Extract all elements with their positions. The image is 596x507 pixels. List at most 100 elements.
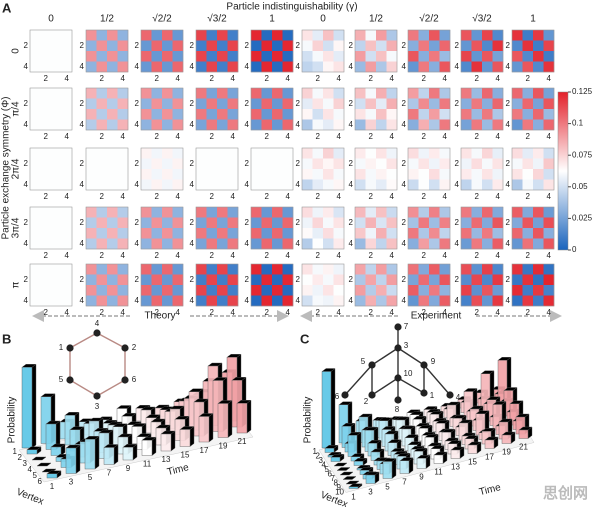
heat-cell bbox=[408, 207, 419, 218]
heatmap-frame bbox=[250, 206, 294, 250]
heat-cell bbox=[117, 207, 129, 218]
heat-cell bbox=[461, 40, 472, 52]
heat-cell bbox=[282, 274, 294, 286]
y-tick-label: 4 bbox=[135, 239, 140, 248]
heat-cell bbox=[172, 228, 184, 239]
heat-cell bbox=[96, 40, 108, 52]
heat-cell bbox=[533, 51, 544, 62]
x-tick-label: 9 bbox=[419, 473, 424, 482]
heat-cell bbox=[439, 285, 451, 296]
heat-cell bbox=[40, 148, 52, 159]
bar-top bbox=[36, 462, 52, 467]
graph-node bbox=[368, 361, 376, 369]
heat-cell bbox=[217, 217, 228, 229]
heat-cell bbox=[61, 228, 73, 239]
heat-cell bbox=[51, 238, 62, 250]
heat-cell bbox=[86, 169, 97, 180]
heatmap: 2 2 4 4 bbox=[24, 206, 73, 260]
heat-cell bbox=[512, 179, 523, 191]
heatmap: 2 2 4 4 bbox=[80, 29, 129, 83]
heat-cell bbox=[312, 61, 324, 73]
y-tick-label: 4 bbox=[402, 120, 407, 129]
heat-cell bbox=[96, 238, 108, 250]
heat-cell bbox=[117, 179, 129, 191]
heat-cell bbox=[251, 295, 262, 307]
heat-cell bbox=[217, 274, 228, 286]
heat-cell bbox=[522, 98, 534, 110]
heat-cell bbox=[543, 40, 555, 52]
heat-cell bbox=[533, 228, 544, 239]
y-tick-label: 4 bbox=[455, 120, 460, 129]
bar-side bbox=[170, 430, 176, 452]
heatmap-frame bbox=[301, 263, 345, 307]
heat-cell bbox=[86, 295, 97, 307]
heat-cell bbox=[261, 228, 273, 239]
heat-cell bbox=[141, 295, 152, 307]
y-tick-label: 2 bbox=[24, 41, 29, 50]
heat-cell bbox=[522, 179, 534, 191]
heatmap: 2 2 4 4 bbox=[135, 147, 184, 201]
x-tick-label: 4 bbox=[121, 74, 126, 83]
heat-cell bbox=[312, 274, 324, 286]
x-tick-label: 4 bbox=[496, 192, 501, 201]
bar-top bbox=[31, 456, 47, 461]
y-tick-label: 2 bbox=[349, 275, 354, 284]
heat-cell bbox=[61, 98, 73, 110]
heat-cell bbox=[471, 61, 483, 73]
heatmap-frame bbox=[460, 29, 504, 73]
heat-cell bbox=[355, 61, 366, 73]
heatmap: 2 2 4 4 bbox=[24, 87, 73, 141]
heat-cell bbox=[30, 148, 41, 159]
bar bbox=[365, 471, 380, 484]
heat-cell bbox=[217, 207, 228, 218]
heat-cell bbox=[429, 61, 440, 73]
row-label: π bbox=[11, 281, 22, 288]
heat-cell bbox=[492, 119, 504, 131]
x-tick-label: 2 bbox=[44, 74, 49, 83]
heat-cell bbox=[312, 285, 324, 296]
heat-cell bbox=[206, 30, 218, 41]
bar-front bbox=[46, 473, 58, 479]
x-tick-label: 2 bbox=[210, 74, 215, 83]
heat-cell bbox=[429, 109, 440, 120]
heat-cell bbox=[533, 274, 544, 286]
heat-cell bbox=[217, 285, 228, 296]
x-tick-label: 2 bbox=[265, 132, 270, 141]
heat-cell bbox=[302, 285, 313, 296]
heat-cell bbox=[461, 98, 472, 110]
heat-cell bbox=[439, 158, 451, 170]
heat-cell bbox=[151, 228, 163, 239]
y-tick-label: 2 bbox=[296, 218, 301, 227]
heat-cell bbox=[408, 295, 419, 307]
heat-cell bbox=[408, 88, 419, 99]
heat-cell bbox=[117, 285, 129, 296]
heat-cell bbox=[408, 285, 419, 296]
y-tick-label: 4 bbox=[190, 180, 195, 189]
heat-cell bbox=[471, 98, 483, 110]
y-tick-label: 4 bbox=[80, 120, 85, 129]
heat-cell bbox=[282, 109, 294, 120]
x-tick-label: 2 bbox=[526, 192, 531, 201]
heatmap-frame bbox=[195, 263, 239, 307]
heat-cell bbox=[323, 274, 334, 286]
heat-cell bbox=[439, 109, 451, 120]
heat-cell bbox=[386, 148, 398, 159]
heat-cell bbox=[439, 207, 451, 218]
heat-cell bbox=[302, 169, 313, 180]
heat-cell bbox=[251, 217, 262, 229]
heat-cell bbox=[471, 109, 483, 120]
heat-cell bbox=[282, 238, 294, 250]
heat-cell bbox=[261, 40, 273, 52]
heat-cell bbox=[355, 148, 366, 159]
heat-cell bbox=[30, 264, 41, 275]
heat-cell bbox=[386, 158, 398, 170]
heat-cell bbox=[272, 169, 283, 180]
heatmap: 2 2 4 4 bbox=[506, 29, 555, 83]
bar-front bbox=[65, 447, 77, 474]
graph-node-label: 5 bbox=[59, 375, 64, 384]
heat-cell bbox=[492, 98, 504, 110]
heat-cell bbox=[196, 119, 207, 131]
heat-cell bbox=[86, 158, 97, 170]
heat-cell bbox=[282, 285, 294, 296]
